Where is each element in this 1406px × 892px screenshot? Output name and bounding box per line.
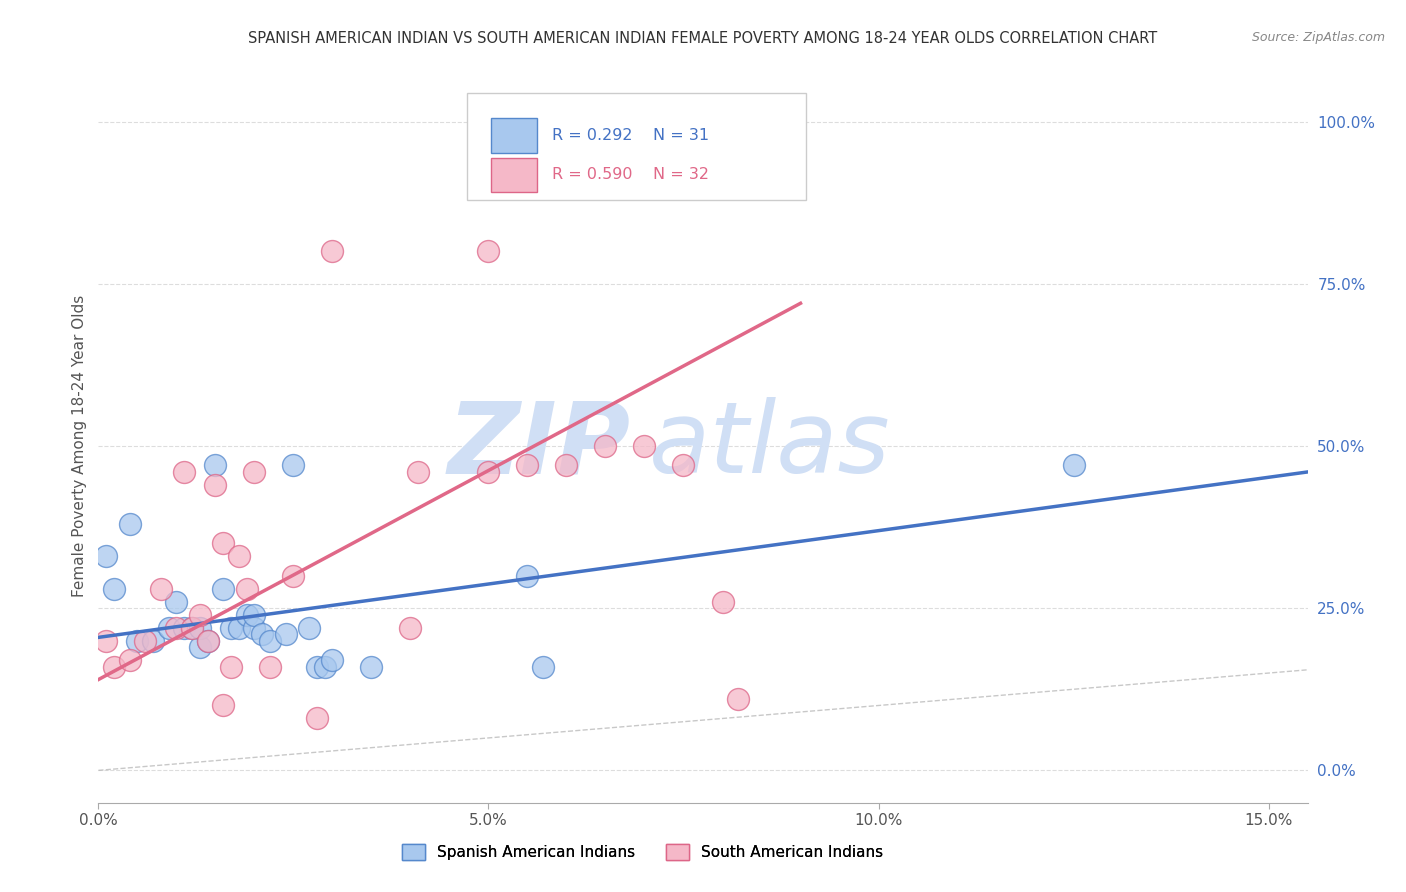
- Text: atlas: atlas: [648, 398, 890, 494]
- Point: [259, 633, 281, 648]
- Point: [298, 621, 321, 635]
- Point: [103, 582, 125, 596]
- Point: [711, 595, 734, 609]
- Y-axis label: Female Poverty Among 18-24 Year Olds: Female Poverty Among 18-24 Year Olds: [72, 295, 87, 597]
- Point: [235, 607, 257, 622]
- Point: [595, 439, 617, 453]
- Point: [165, 621, 187, 635]
- Point: [252, 627, 274, 641]
- Point: [149, 582, 172, 596]
- Point: [243, 621, 266, 635]
- Point: [118, 653, 141, 667]
- Point: [399, 621, 422, 635]
- FancyBboxPatch shape: [467, 93, 806, 200]
- Point: [204, 478, 226, 492]
- Point: [259, 659, 281, 673]
- Point: [181, 621, 204, 635]
- Point: [235, 582, 257, 596]
- Point: [516, 458, 538, 473]
- Point: [305, 711, 328, 725]
- Point: [188, 640, 211, 654]
- FancyBboxPatch shape: [492, 158, 537, 192]
- Point: [283, 458, 305, 473]
- Text: R = 0.590    N = 32: R = 0.590 N = 32: [553, 168, 709, 182]
- Point: [243, 465, 266, 479]
- Point: [1063, 458, 1085, 473]
- Text: ZIP: ZIP: [447, 398, 630, 494]
- Point: [173, 465, 195, 479]
- Point: [477, 244, 499, 259]
- Legend: Spanish American Indians, South American Indians: Spanish American Indians, South American…: [396, 838, 889, 866]
- Point: [212, 698, 235, 713]
- Point: [118, 516, 141, 531]
- Point: [212, 582, 235, 596]
- Point: [228, 549, 250, 564]
- Point: [305, 659, 328, 673]
- Point: [314, 659, 336, 673]
- Point: [243, 607, 266, 622]
- FancyBboxPatch shape: [492, 119, 537, 153]
- Point: [274, 627, 297, 641]
- Text: R = 0.292    N = 31: R = 0.292 N = 31: [553, 128, 709, 143]
- Point: [142, 633, 165, 648]
- Point: [197, 633, 219, 648]
- Point: [197, 633, 219, 648]
- Point: [555, 458, 578, 473]
- Point: [283, 568, 305, 582]
- Point: [188, 607, 211, 622]
- Point: [516, 568, 538, 582]
- Point: [228, 621, 250, 635]
- Point: [157, 621, 180, 635]
- Point: [204, 458, 226, 473]
- Point: [181, 621, 204, 635]
- Point: [406, 465, 429, 479]
- Point: [173, 621, 195, 635]
- Point: [127, 633, 149, 648]
- Point: [219, 621, 242, 635]
- Point: [212, 536, 235, 550]
- Point: [165, 595, 187, 609]
- Text: Source: ZipAtlas.com: Source: ZipAtlas.com: [1251, 31, 1385, 45]
- Point: [219, 659, 242, 673]
- Point: [727, 692, 749, 706]
- Point: [103, 659, 125, 673]
- Point: [672, 458, 695, 473]
- Point: [134, 633, 156, 648]
- Point: [531, 659, 554, 673]
- Point: [96, 633, 118, 648]
- Point: [321, 653, 343, 667]
- Text: SPANISH AMERICAN INDIAN VS SOUTH AMERICAN INDIAN FEMALE POVERTY AMONG 18-24 YEAR: SPANISH AMERICAN INDIAN VS SOUTH AMERICA…: [249, 31, 1157, 46]
- Point: [360, 659, 382, 673]
- Point: [96, 549, 118, 564]
- Point: [633, 439, 655, 453]
- Point: [188, 621, 211, 635]
- Point: [321, 244, 343, 259]
- Point: [477, 465, 499, 479]
